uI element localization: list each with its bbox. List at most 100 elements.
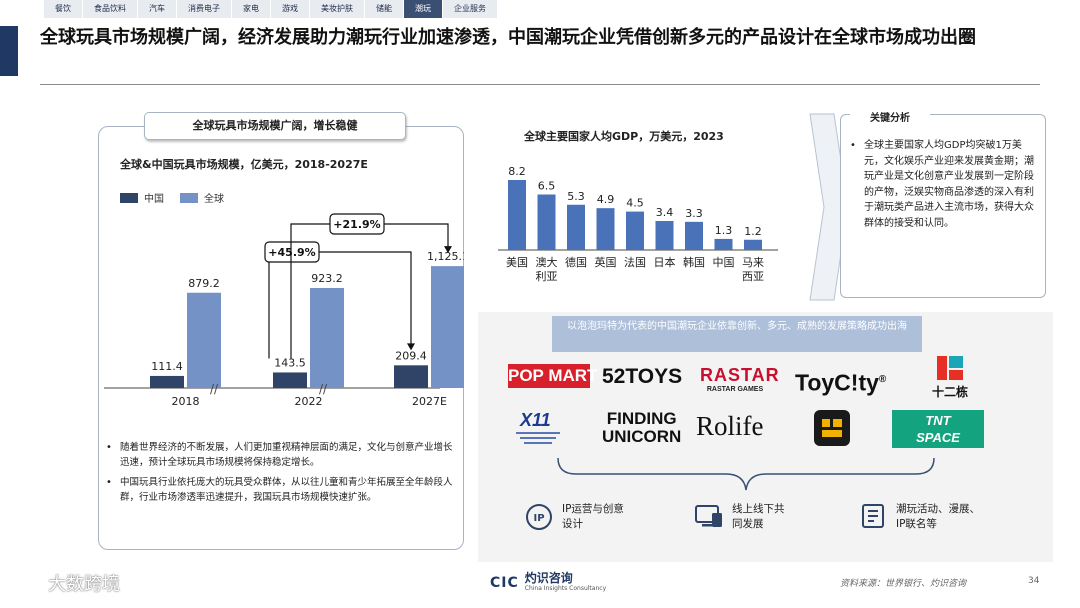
data-label: 6.5 bbox=[538, 180, 556, 193]
title-divider bbox=[40, 84, 1040, 85]
gdp-chart-title: 全球主要国家人均GDP，万美元，2023 bbox=[524, 130, 724, 143]
cic-abbr: CIC bbox=[490, 574, 519, 591]
nav-tab[interactable]: 储能 bbox=[365, 0, 404, 18]
data-label: 1.2 bbox=[744, 225, 762, 238]
axis-break-mark: // bbox=[319, 382, 328, 396]
chevron-right-icon bbox=[809, 113, 849, 301]
gdp-bar bbox=[714, 238, 733, 250]
twelve-building-name: 十二栋 bbox=[931, 385, 968, 399]
bullet-text: 随着世界经济的不断发展，人们更加重视精神层面的满足，文化与创意产业增长迅速，预计… bbox=[120, 442, 453, 468]
logo-pop-mart: POP MART bbox=[508, 364, 597, 388]
legend-swatch-china bbox=[120, 192, 138, 203]
x-tick-label: 英国 bbox=[595, 255, 617, 269]
toy-bullets: • 随着世界经济的不断发展，人们更加重视精神层面的满足，文化与创意产业增长迅速，… bbox=[106, 440, 460, 510]
x-tick-label: 德国 bbox=[565, 255, 587, 269]
cic-footer-logo: CIC 灼识咨询 China Insights Consultancy bbox=[490, 572, 606, 593]
bar-china bbox=[394, 365, 428, 388]
growth-badge-china bbox=[264, 241, 320, 263]
brand-logo-icon bbox=[11, 574, 41, 592]
panel-label: 全球玩具市场规模广阔，增长稳健 bbox=[144, 112, 406, 140]
x-tick-label: 马来 bbox=[742, 256, 764, 269]
gdp-bar bbox=[655, 220, 674, 250]
logo-tnt-space: TNT SPACE bbox=[892, 410, 984, 448]
x-tick-label: 2018 bbox=[172, 395, 200, 408]
feature-online-offline: 线上线下共同发展 bbox=[694, 502, 792, 532]
toycity-text: ToyC!ty bbox=[795, 369, 879, 396]
data-label: 4.5 bbox=[626, 197, 644, 210]
finding-text: FINDING bbox=[606, 409, 677, 428]
x-tick-label: 日本 bbox=[654, 255, 676, 269]
data-label: 111.4 bbox=[151, 360, 183, 373]
ip-icon: IP bbox=[524, 502, 554, 532]
arrowhead-icon bbox=[444, 246, 452, 254]
x-tick-label: 法国 bbox=[624, 255, 646, 269]
nav-tab[interactable]: 餐饮 bbox=[44, 0, 83, 18]
logo-rolife: Rolife bbox=[696, 411, 764, 441]
data-label: 5.3 bbox=[567, 190, 585, 203]
nav-tab[interactable]: 食品饮料 bbox=[83, 0, 138, 18]
data-label: 8.2 bbox=[508, 165, 526, 178]
legend-label-global: 全球 bbox=[204, 194, 224, 205]
brands-strip: 以泡泡玛特为代表的中国潮玩企业依靠创新、多元、成熟的发展策略成功出海 bbox=[552, 316, 922, 352]
logo-twelve-building: 十二栋 bbox=[924, 356, 976, 399]
logo-chaowan-brand bbox=[814, 410, 850, 446]
data-label: 4.9 bbox=[597, 193, 615, 206]
footer-source: 资料来源：世界银行、灼识咨询 bbox=[840, 579, 967, 589]
key-findings-body: 全球主要国家人均GDP均突破1万美元，文化娱乐产业迎来发展黄金期；潮玩产业是文化… bbox=[864, 140, 1034, 229]
unicorn-text: UNICORN bbox=[602, 427, 682, 446]
page-number: 34 bbox=[1028, 576, 1040, 586]
x-tick-label: 西亚 bbox=[742, 270, 764, 283]
nav-tab[interactable]: 美妆护肤 bbox=[310, 0, 365, 18]
chaowan-mark-icon bbox=[822, 419, 842, 437]
nav-tab[interactable]: 企业服务 bbox=[443, 0, 498, 18]
feature-online-offline-text: 线上线下共同发展 bbox=[732, 503, 785, 530]
bullet-dot-icon: • bbox=[106, 442, 112, 453]
exhibition-icon bbox=[858, 502, 888, 532]
bar-china bbox=[150, 375, 184, 388]
arrowhead-icon bbox=[407, 343, 415, 351]
data-label: 1.3 bbox=[715, 224, 733, 237]
svg-text:IP: IP bbox=[533, 513, 544, 524]
data-label: 143.5 bbox=[274, 356, 306, 369]
feature-events-text: 潮玩活动、漫展、IP联名等 bbox=[896, 503, 980, 530]
nav-tab[interactable]: 汽车 bbox=[138, 0, 177, 18]
axis-break-mark: // bbox=[210, 382, 219, 396]
gdp-bar bbox=[537, 194, 556, 250]
x11-tagline-icon bbox=[516, 432, 560, 444]
toy-chart-title: 全球&中国玩具市场规模，亿美元，2018-2027E bbox=[120, 158, 368, 171]
bullet-dot-icon: • bbox=[106, 477, 112, 488]
toy-market-chart: 111.4 879.2 2018 143.5 923.2 2022 209.4 1,125.1… bbox=[104, 213, 464, 408]
x-tick-label: 美国 bbox=[506, 256, 528, 269]
x-tick-label: 2027E bbox=[412, 395, 447, 408]
bar-global bbox=[187, 292, 221, 388]
logo-52toys: 52TOYS bbox=[602, 365, 683, 388]
bar-china bbox=[273, 372, 307, 388]
feature-events: 潮玩活动、漫展、IP联名等 bbox=[858, 502, 980, 532]
x-tick-label: 韩国 bbox=[683, 255, 705, 269]
x-tick-label: 澳大 bbox=[536, 255, 558, 269]
data-label: 209.4 bbox=[395, 349, 427, 362]
accent-bar bbox=[0, 26, 18, 76]
nav-tab[interactable]: 潮玩 bbox=[404, 0, 443, 18]
nav-tab[interactable]: 游戏 bbox=[271, 0, 310, 18]
gdp-bar bbox=[744, 239, 762, 250]
data-label: 1,125.1 bbox=[427, 250, 464, 263]
growth-arrow-china bbox=[268, 251, 412, 359]
x-tick-label: 利亚 bbox=[536, 270, 558, 283]
bullet-item: • 中国玩具行业依托庞大的玩具受众群体，从以往儿童和青少年拓展至全年龄段人群，行… bbox=[106, 475, 460, 505]
gdp-bar bbox=[508, 180, 526, 250]
cic-name: 灼识咨询 bbox=[524, 571, 573, 585]
bar-global bbox=[310, 287, 344, 388]
tnt-text: TNT bbox=[925, 413, 951, 428]
growth-badge-global bbox=[329, 213, 385, 235]
key-findings-box bbox=[840, 114, 1046, 298]
nav-tab[interactable]: 消费电子 bbox=[177, 0, 232, 18]
registered-mark: ® bbox=[878, 374, 887, 385]
logo-finding-unicorn: FINDING UNICORN bbox=[602, 410, 681, 446]
key-findings-text: • 全球主要国家人均GDP均突破1万美元，文化娱乐产业迎来发展黄金期；潮玩产业是… bbox=[850, 138, 1040, 232]
nav-tab[interactable]: 家电 bbox=[232, 0, 271, 18]
data-label: 923.2 bbox=[311, 272, 343, 285]
watermark-brand: 大数跨境 bbox=[10, 570, 120, 596]
data-label: 3.4 bbox=[656, 206, 674, 219]
